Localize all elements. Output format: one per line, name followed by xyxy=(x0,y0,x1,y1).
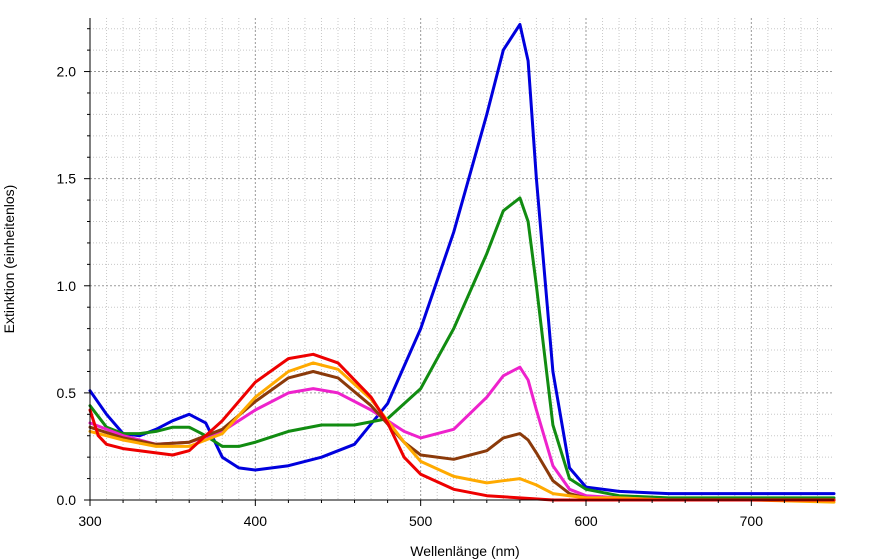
x-axis-label: Wellenlänge (nm) xyxy=(410,543,519,559)
axes: 300 400 500 600 700 0.0 0.5 1.0 1.5 2.0 xyxy=(57,18,834,529)
y-tick-label: 1.5 xyxy=(57,171,77,187)
y-tick-label: 0.0 xyxy=(57,492,77,508)
x-tick-label: 500 xyxy=(409,513,433,529)
series-line-5 xyxy=(88,361,836,504)
series-group xyxy=(88,22,836,504)
x-tick-label: 400 xyxy=(244,513,268,529)
y-tick-label: 1.0 xyxy=(57,278,77,294)
y-axis-label: Extinktion (einheitenlos) xyxy=(1,185,17,334)
y-tick-label: 0.5 xyxy=(57,385,77,401)
y-tick-label: 2.0 xyxy=(57,64,77,80)
x-tick-label: 300 xyxy=(78,513,102,529)
grid xyxy=(90,18,834,500)
x-tick-label: 600 xyxy=(574,513,598,529)
x-tick-label: 700 xyxy=(740,513,764,529)
series-line-1 xyxy=(88,22,836,496)
